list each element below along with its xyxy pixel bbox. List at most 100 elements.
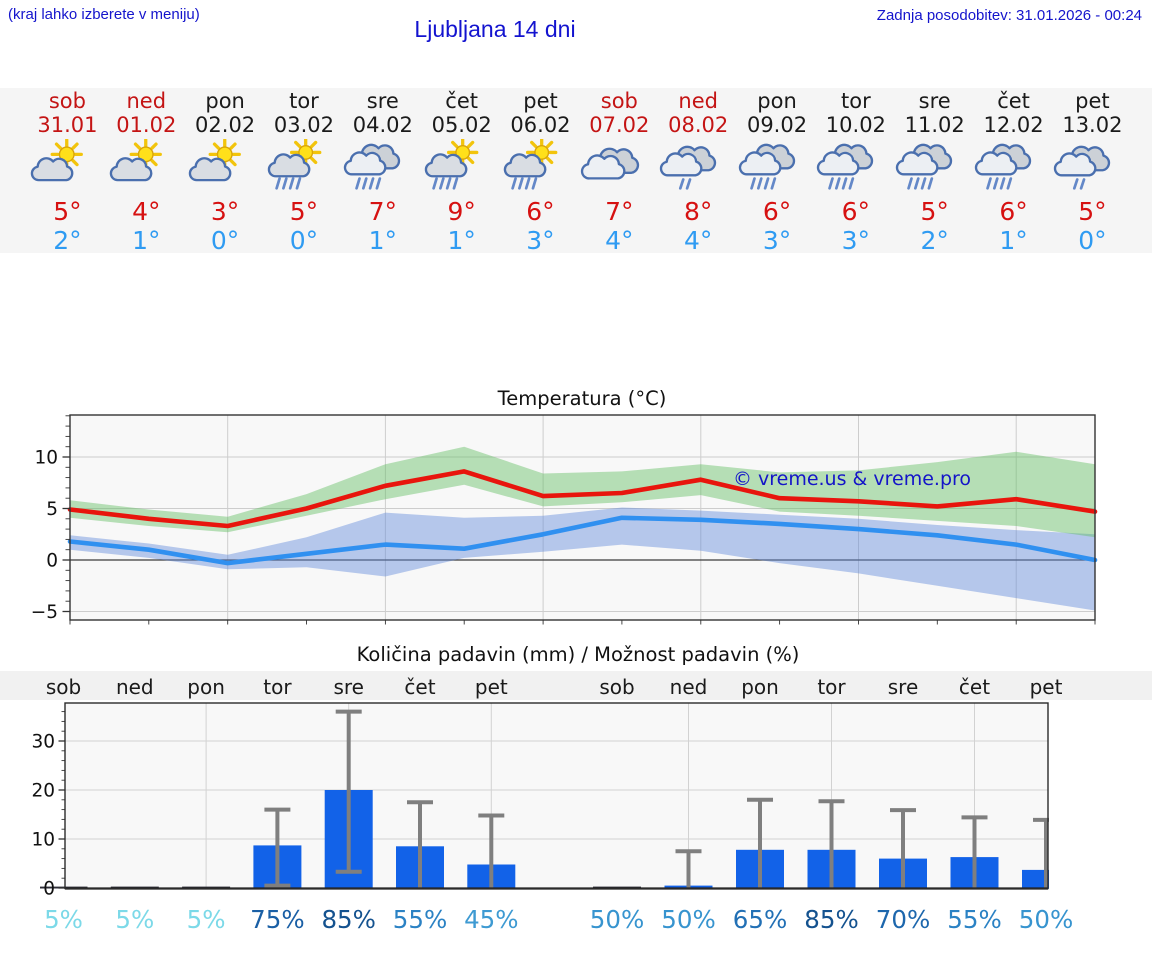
max-temp: 4° <box>132 197 161 226</box>
precip-day-label: sre <box>888 675 919 699</box>
precip-probability: 70% <box>876 905 930 934</box>
precip-chart-title: Količina padavin (mm) / Možnost padavin … <box>357 645 800 666</box>
precip-probability: 50% <box>1019 905 1073 934</box>
precip-day-label: pet <box>475 675 508 699</box>
forecast-day: čet 05.02 9° 1° <box>422 89 501 255</box>
precip-probability: 65% <box>733 905 787 934</box>
forecast-day: ned 01.02 4° 1° <box>107 89 186 255</box>
min-temp: 4° <box>605 226 634 255</box>
forecast-day: pon 02.02 3° 0° <box>186 89 265 255</box>
day-name: tor <box>289 89 319 113</box>
sun-rain-icon <box>265 137 344 197</box>
min-temp: 0° <box>210 226 240 255</box>
precip-day-label: pon <box>187 675 225 699</box>
sun-rain-icon <box>501 137 580 197</box>
day-name: sre <box>918 89 951 113</box>
menu-hint: (kraj lahko izberete v meniju) <box>8 6 200 23</box>
partly-cloudy-icon <box>28 137 107 197</box>
day-date: 12.02 <box>983 113 1044 137</box>
max-temp: 5° <box>920 197 949 226</box>
min-temp: 3° <box>762 226 792 255</box>
day-name: pet <box>1075 89 1110 113</box>
forecast-day: sre 04.02 7° 1° <box>343 90 422 255</box>
min-temperature-line <box>67 515 1098 566</box>
temp-ytick-label: −5 <box>31 602 58 623</box>
precip-probability: 5% <box>187 905 226 934</box>
day-date: 11.02 <box>904 113 965 137</box>
min-temp: 0° <box>289 226 319 255</box>
day-date: 03.02 <box>273 113 335 137</box>
min-temp: 3° <box>841 226 871 255</box>
temperature-chart: Temperatura (°C) −5 0 5 10 © vreme.us & vreme… <box>31 387 1098 625</box>
day-date: 13.02 <box>1062 113 1123 137</box>
day-name: tor <box>841 89 871 113</box>
day-name: ned <box>678 89 718 113</box>
max-temp: 9° <box>447 197 476 226</box>
rain-icon <box>343 137 422 197</box>
precip-ytick-label: 20 <box>31 781 55 802</box>
rain-icon <box>895 137 974 197</box>
watermark: © vreme.us & vreme.pro <box>733 468 971 490</box>
forecast-day: tor 10.02 6° 3° <box>816 89 895 255</box>
forecast-day: pet 06.02 6° 3° <box>501 89 580 255</box>
precip-day-label: čet <box>959 675 990 699</box>
rain-icon <box>816 137 895 197</box>
max-temp: 6° <box>526 197 555 226</box>
day-name: čet <box>445 89 478 113</box>
min-temp: 0° <box>1078 226 1107 255</box>
precip-day-label: tor <box>263 675 292 699</box>
precip-ytick-label: 30 <box>31 732 55 753</box>
day-name: pon <box>205 89 245 113</box>
max-temp: 7° <box>605 197 634 226</box>
day-date: 02.02 <box>195 113 256 137</box>
forecast-day: pet 13.02 5° 0° <box>1053 89 1132 255</box>
precip-day-label: ned <box>116 675 154 699</box>
forecast-day: sre 11.02 5° 2° <box>895 89 974 255</box>
precip-day-label: pon <box>741 675 779 699</box>
day-name: pet <box>523 89 558 113</box>
forecast-strip: sob 31.01 5° 2° ned 01.02 4° 1° pon 02.02 3° 0° tor 0… <box>0 88 1152 255</box>
day-name: sob <box>600 89 638 113</box>
cloudy-icon <box>580 137 659 197</box>
day-date: 10.02 <box>825 113 886 137</box>
forecast-day: pon 09.02 6° 3° <box>738 89 817 255</box>
forecast-day: čet 12.02 6° 1° <box>974 89 1053 255</box>
precip-day-label: sob <box>599 675 634 699</box>
temp-ytick-label: 10 <box>34 448 58 469</box>
min-temp: 4° <box>683 226 713 255</box>
min-temp: 2° <box>53 226 82 255</box>
precip-probability: 5% <box>44 905 83 934</box>
day-name: sob <box>48 89 86 113</box>
rain-icon <box>974 137 1053 197</box>
precip-bar <box>1022 869 1049 889</box>
temp-chart-title: Temperatura (°C) <box>497 387 667 410</box>
day-name: čet <box>997 89 1030 113</box>
min-temperature-range-band <box>70 507 1095 611</box>
forecast-day: ned 08.02 8° 4° <box>659 89 738 255</box>
temp-ytick-label: 5 <box>46 499 58 520</box>
day-name: pon <box>757 89 797 113</box>
partly-cloudy-icon <box>107 137 186 197</box>
precip-ytick-label: 0 <box>43 879 55 900</box>
day-date: 04.02 <box>352 113 413 137</box>
max-temp: 5° <box>289 197 319 226</box>
precip-probability: 45% <box>464 905 518 934</box>
max-temp: 6° <box>999 197 1028 226</box>
min-temp: 1° <box>132 226 161 255</box>
min-temp: 1° <box>447 226 476 255</box>
rain-icon <box>738 137 817 197</box>
day-name: ned <box>126 89 167 113</box>
day-date: 06.02 <box>510 113 571 137</box>
min-temp: 3° <box>526 226 555 255</box>
max-temp: 6° <box>841 197 871 226</box>
max-temp: 5° <box>1078 197 1107 226</box>
max-temp: 7° <box>368 197 397 226</box>
precip-probability: 55% <box>947 905 1001 934</box>
max-temp: 6° <box>762 197 792 226</box>
day-date: 31.01 <box>37 113 98 137</box>
precip-day-label: sob <box>46 675 81 699</box>
precip-day-label: tor <box>817 675 846 699</box>
precip-day-label: ned <box>670 675 708 699</box>
precip-day-label: sre <box>333 675 364 699</box>
